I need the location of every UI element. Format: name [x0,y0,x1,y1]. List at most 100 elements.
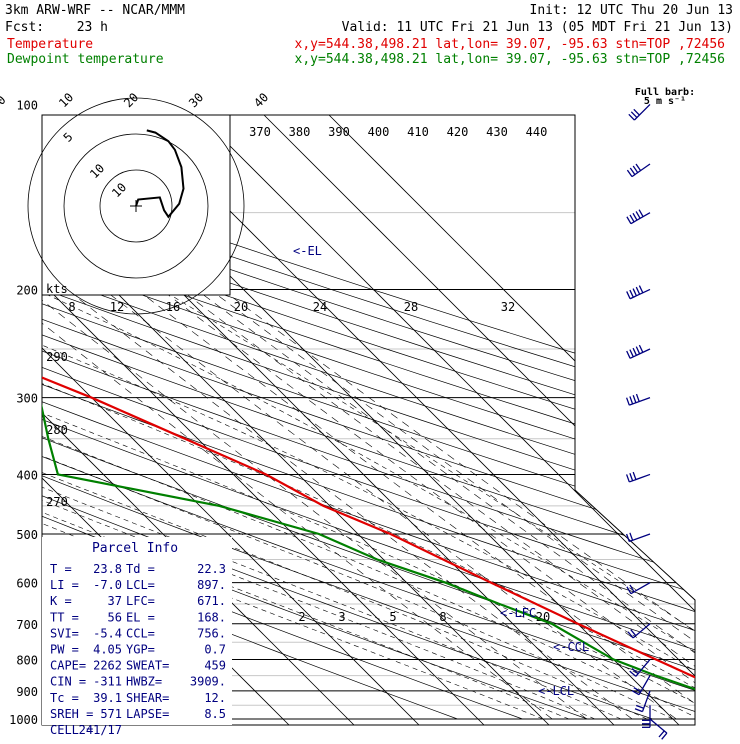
init-time: Init: 12 UTC Thu 20 Jun 13 [530,3,734,18]
temperature-location: x,y=544.38,498.21 lat,lon= 39.07, -95.63… [295,37,725,52]
temperature-label: 0 [0,93,9,108]
theta-label: 440 [526,125,548,139]
isotherm [329,115,740,725]
mixing-ratio-line [222,289,740,719]
parcel-key: CAPE= [50,659,86,673]
barb-flag [630,473,633,481]
barb-staff [630,289,650,298]
mixing-ratio-label: 3 [338,610,345,624]
wind-barb [627,345,650,358]
theta-label: 420 [447,125,469,139]
barb-staff [630,349,650,358]
parcel-value: 3909. [190,675,226,689]
barb-flag [636,347,639,354]
parcel-value: 459 [204,659,226,673]
barb-flag [633,166,638,173]
parcel-value: 22.3 [197,562,226,576]
lfc-marker: <-LFC [500,606,536,620]
wind-barb [627,210,650,224]
barb-flag [627,170,632,177]
barb-flag [627,587,631,594]
barb-flag [659,731,664,737]
temperature-legend: Temperature [7,37,93,52]
mixing-ratio-label: 2 [298,610,305,624]
parcel-key: SREH = [50,707,93,721]
barb-flag [633,348,636,355]
barb-flag [639,286,642,293]
barb-flag [627,351,630,358]
dewpoint-location: x,y=544.38,498.21 lat,lon= 39.07, -95.63… [295,52,725,67]
parcel-value: -311 [93,675,122,689]
parcel-value: 37 [108,594,122,608]
mixing-ratio-label: 8 [68,300,75,314]
theta-label: 370 [249,125,271,139]
parcel-value: -7.0 [93,578,122,592]
level-annotations: <-EL<-LFC<-CCL<-LCL [293,244,589,698]
parcel-key: CIN = [50,675,86,689]
pressure-label: 300 [16,392,38,406]
parcel-title: Parcel Info [92,541,178,556]
barb-flag [634,109,640,115]
theta-e-label: 270 [46,495,68,509]
barb-staff [629,534,650,542]
theta-label: 430 [486,125,508,139]
barb-flag [630,533,633,541]
barb-note-2: 5 m s⁻¹ [644,96,686,107]
mixing-ratio-label: 28 [404,300,418,314]
valid-time: Valid: 11 UTC Fri 21 Jun 13 (05 MDT Fri … [342,20,733,35]
el-marker: <-EL [293,244,322,258]
barb-flag [636,705,644,708]
mixing-ratio-line [210,289,740,719]
barb-flag [631,112,637,118]
parcel-value: 23.8 [93,562,122,576]
barb-staff [629,474,650,482]
forecast-label: Fcst: [5,20,44,35]
parcel-key: SVI= [50,626,79,640]
wind-barb [627,472,650,482]
barb-flag [633,289,636,296]
parcel-key: SHEAR= [126,691,169,705]
parcel-value: 571 [100,707,122,721]
parcel-key: SWEAT= [126,659,169,673]
theta-label: 400 [368,125,390,139]
parcel-value: 56 [108,610,122,624]
barb-flag [636,211,640,218]
temperature-label: 30 [186,90,206,110]
pressure-label: 600 [16,577,38,591]
lcl-marker: <-LCL [538,684,574,698]
mixing-ratio-label: 20 [234,300,248,314]
parcel-value: 756. [197,626,226,640]
hodograph-units: kts [46,282,68,296]
theta-label: 390 [328,125,350,139]
wind-barb [627,286,650,299]
parcel-key: T = [50,562,72,576]
pressure-label: 100 [16,98,38,112]
mixing-ratio-label: 5 [389,610,396,624]
mixing-ratio-label: 12 [110,300,124,314]
barb-flag [627,291,630,298]
barb-flag [662,733,667,739]
theta-e-label: 280 [46,423,68,437]
barb-staff [629,398,650,406]
barb-flag [630,350,633,357]
barb-flag [633,472,636,480]
mixing-ratio-label: 32 [501,300,515,314]
pressure-label: 200 [16,283,38,297]
parcel-key: Tc = [50,691,79,705]
mixing-ratio-line [161,289,740,719]
pressure-label: 500 [16,528,38,542]
parcel-value: 39.1 [93,691,122,705]
barb-staff [650,719,667,733]
theta-label: 410 [407,125,429,139]
barb-flag [637,394,640,402]
moist-adiabat [162,289,740,719]
wind-barb [632,676,650,695]
mixing-ratio-label: 24 [313,300,327,314]
pressure-label: 1000 [9,713,38,727]
mixing-ratio-line [180,289,740,719]
parcel-key: EL = [126,610,155,624]
forecast-hours: 23 h [77,20,108,35]
